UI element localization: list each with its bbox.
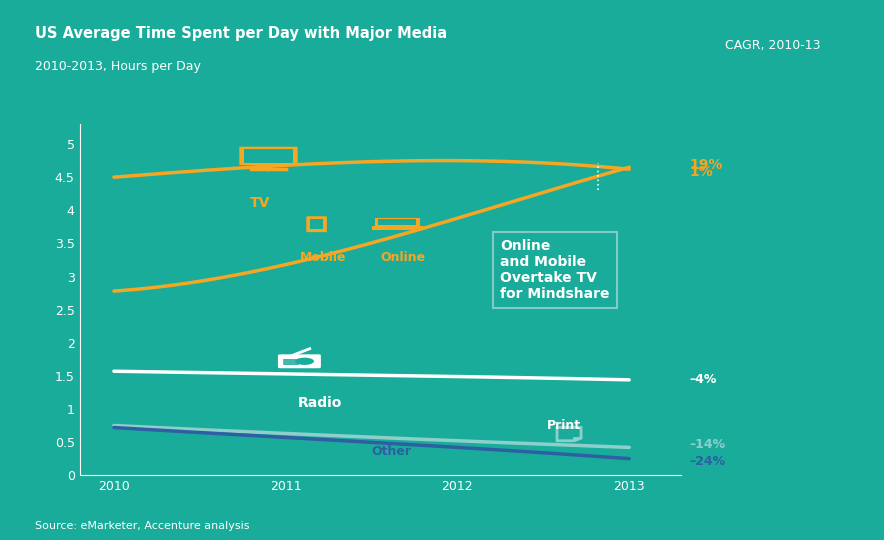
Text: TV: TV xyxy=(249,195,271,210)
FancyBboxPatch shape xyxy=(278,354,321,368)
Text: Mobile: Mobile xyxy=(301,251,347,265)
Text: Print: Print xyxy=(547,419,581,432)
Text: Other: Other xyxy=(371,445,412,458)
Text: Source: eMarketer, Accenture analysis: Source: eMarketer, Accenture analysis xyxy=(35,521,250,531)
FancyBboxPatch shape xyxy=(375,218,420,226)
Text: 2010-2013, Hours per Day: 2010-2013, Hours per Day xyxy=(35,60,202,73)
FancyBboxPatch shape xyxy=(240,147,298,165)
Text: CAGR, 2010-13: CAGR, 2010-13 xyxy=(725,38,820,52)
Text: 19%: 19% xyxy=(690,158,722,172)
FancyBboxPatch shape xyxy=(306,216,327,232)
Text: –24%: –24% xyxy=(690,455,726,468)
FancyBboxPatch shape xyxy=(371,226,423,231)
Text: US Average Time Spent per Day with Major Media: US Average Time Spent per Day with Major… xyxy=(35,26,447,41)
Text: Online: Online xyxy=(380,251,425,265)
Text: –4%: –4% xyxy=(690,373,717,386)
Circle shape xyxy=(295,357,314,365)
Text: Online
and Mobile
Overtake TV
for Mindshare: Online and Mobile Overtake TV for Mindsh… xyxy=(500,239,610,301)
Text: 1%: 1% xyxy=(690,165,713,179)
Text: Radio: Radio xyxy=(298,396,342,410)
FancyBboxPatch shape xyxy=(309,219,324,229)
FancyBboxPatch shape xyxy=(244,149,293,163)
FancyBboxPatch shape xyxy=(378,219,416,225)
Text: –14%: –14% xyxy=(690,438,726,451)
